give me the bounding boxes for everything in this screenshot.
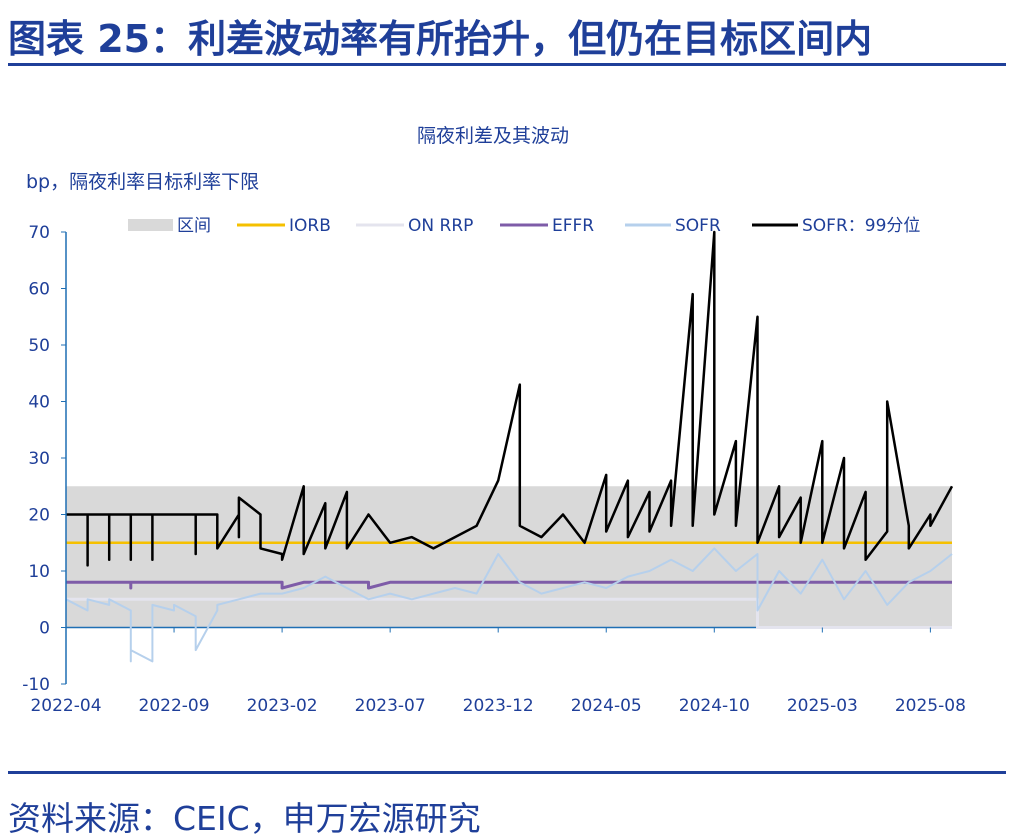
- y-tick-label: 50: [28, 336, 50, 356]
- x-tick-label: 2024-05: [571, 696, 642, 716]
- legend-label: SOFR: [675, 216, 721, 236]
- x-tick-label: 2023-12: [463, 696, 534, 716]
- y-tick-label: 0: [39, 619, 50, 639]
- x-tick-label: 2022-09: [139, 696, 210, 716]
- chart-title: 隔夜利差及其波动: [417, 125, 569, 147]
- legend-item-band: 区间: [128, 216, 211, 236]
- title-rule: [8, 63, 1006, 66]
- page-title: 图表 25：利差波动率有所抬升，但仍在目标区间内: [8, 17, 873, 61]
- legend-label: 区间: [177, 216, 211, 236]
- y-axis-label: bp，隔夜利率目标利率下限: [26, 171, 259, 193]
- x-tick-label: 2022-04: [30, 696, 101, 716]
- legend-item-on-rrp: ON RRP: [356, 216, 473, 236]
- series-sofr: [65, 547, 953, 663]
- y-tick-label: 40: [28, 393, 50, 413]
- x-tick-label: 2025-03: [787, 696, 858, 716]
- x-tick-label: 2023-07: [355, 696, 426, 716]
- y-tick-label: 70: [28, 223, 50, 243]
- source-note: 资料来源：CEIC，申万宏源研究: [8, 799, 481, 838]
- footer-rule: [8, 771, 1006, 774]
- legend-swatch: [128, 219, 173, 231]
- legend-item-sofr: SOFR: [625, 216, 721, 236]
- legend: 区间 IORB ON RRP EFFR SOFR SOFR：99分位: [128, 216, 920, 236]
- x-tick-label: 2023-02: [247, 696, 318, 716]
- y-tick-label: 60: [28, 280, 50, 300]
- x-tick-label: 2024-10: [679, 696, 750, 716]
- y-tick-label: 10: [28, 562, 50, 582]
- y-tick-label: -10: [22, 675, 50, 695]
- legend-item-iorb: IORB: [237, 216, 331, 236]
- series-sofr-p99: [66, 230, 954, 567]
- legend-label: ON RRP: [408, 216, 473, 236]
- plot-area: -10 0 10 20 30 40 50 60 70 2022-04 2022-09 2023-02 2…: [22, 223, 966, 716]
- series-band: [66, 486, 952, 628]
- legend-label: SOFR：99分位: [802, 216, 920, 236]
- legend-label: IORB: [289, 216, 331, 236]
- y-tick-label: 30: [28, 449, 50, 469]
- x-tick-label: 2025-08: [895, 696, 966, 716]
- legend-item-effr: EFFR: [500, 216, 594, 236]
- y-tick-label: 20: [28, 506, 50, 526]
- series-effr: [66, 580, 952, 590]
- chart: 隔夜利差及其波动 bp，隔夜利率目标利率下限 -10 0 10 20 30 40 50 60 7…: [22, 125, 966, 716]
- legend-label: EFFR: [552, 216, 594, 236]
- legend-item-sofr-p99: SOFR：99分位: [752, 216, 920, 236]
